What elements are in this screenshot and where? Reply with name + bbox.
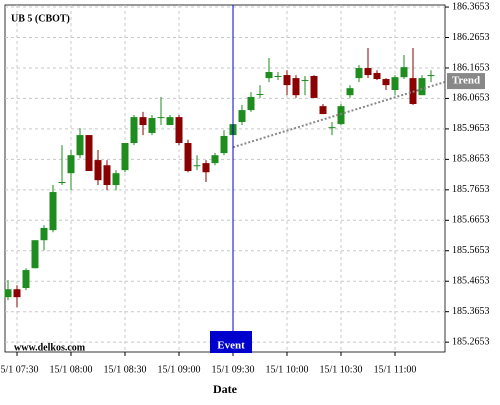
candle-body [382,79,390,86]
x-tick-label: 15/1 08:30 [103,364,146,375]
y-tick-label: 185.2653 [452,336,490,347]
x-tick-label: 15/1 08:00 [49,364,92,375]
candle-body [166,117,174,126]
candle-body [184,143,192,172]
y-tick-label: 186.2653 [452,32,490,43]
candle-body [148,118,156,133]
trend-line [232,81,445,149]
x-axis-label: Date [213,382,238,396]
candle-body [112,173,120,186]
candle-body [256,93,264,95]
candle-body [337,106,345,125]
candle-body [400,67,408,78]
candle-body [94,160,102,181]
trend-label: Trend [452,75,480,87]
candle-body [22,270,30,289]
candle-body [427,75,435,77]
candle-body [139,117,147,126]
y-tick-label: 185.9653 [452,123,490,134]
candle-body [58,182,66,184]
candle-body [103,165,111,186]
source: www.delkos.com [14,342,86,353]
candle-body [49,192,57,231]
candle-body [211,155,219,164]
y-tick-label: 185.3653 [452,306,490,317]
candle-body [121,143,129,171]
candle-body [193,165,201,167]
candle-body [301,79,309,81]
candle-body [238,110,246,122]
candle-body [274,75,282,77]
event-label-box [210,331,252,353]
candle-body [85,135,93,172]
candle-body [220,136,228,154]
candle-body [175,117,183,144]
candle-body [391,77,399,90]
candle-body [247,97,255,111]
candle-body [310,75,318,98]
chart-title: UB 5 (CBOT) [11,13,70,24]
candle-body [355,68,363,79]
candle-body [31,240,39,269]
candle-body [202,163,210,173]
trend-label-box [447,73,485,90]
x-tick-label: 15/1 10:00 [265,364,308,375]
x-tick-label: 15/1 10:30 [319,364,362,375]
candle-body [157,117,165,119]
candle-body [13,289,21,298]
x-tick-label: 15/1 09:00 [157,364,200,375]
y-tick-label: 185.5653 [452,245,490,256]
y-tick-label: 185.4653 [452,276,490,287]
y-tick-label: 186.0653 [452,93,490,104]
x-tick-label: 15/1 09:30 [211,364,254,375]
candle-body [364,68,372,76]
candle-body [40,228,48,241]
event-label: Event [217,340,245,352]
candle-body [346,88,354,96]
y-tick-label: 186.1653 [452,62,490,73]
candle-body [130,117,138,144]
x-tick-label: 15/1 11:00 [374,364,417,375]
candle-body [283,75,291,86]
candle-body [265,72,273,79]
candle-body [292,78,300,96]
y-tick-label: 185.6653 [452,215,490,226]
y-tick-label: 185.7653 [452,184,490,195]
marks [4,47,435,308]
candle-body [328,127,336,129]
candle-body [67,155,75,174]
candle-body [319,106,327,115]
candle-body [373,72,381,80]
candle-body [418,78,426,96]
x-tick-label: 15/1 07:30 [0,364,39,375]
y-tick-label: 185.8653 [452,154,490,165]
candle-body [76,135,84,156]
candle-body [4,289,12,298]
y-tick-label: 186.3653 [452,1,490,12]
plot-frame [4,4,446,353]
